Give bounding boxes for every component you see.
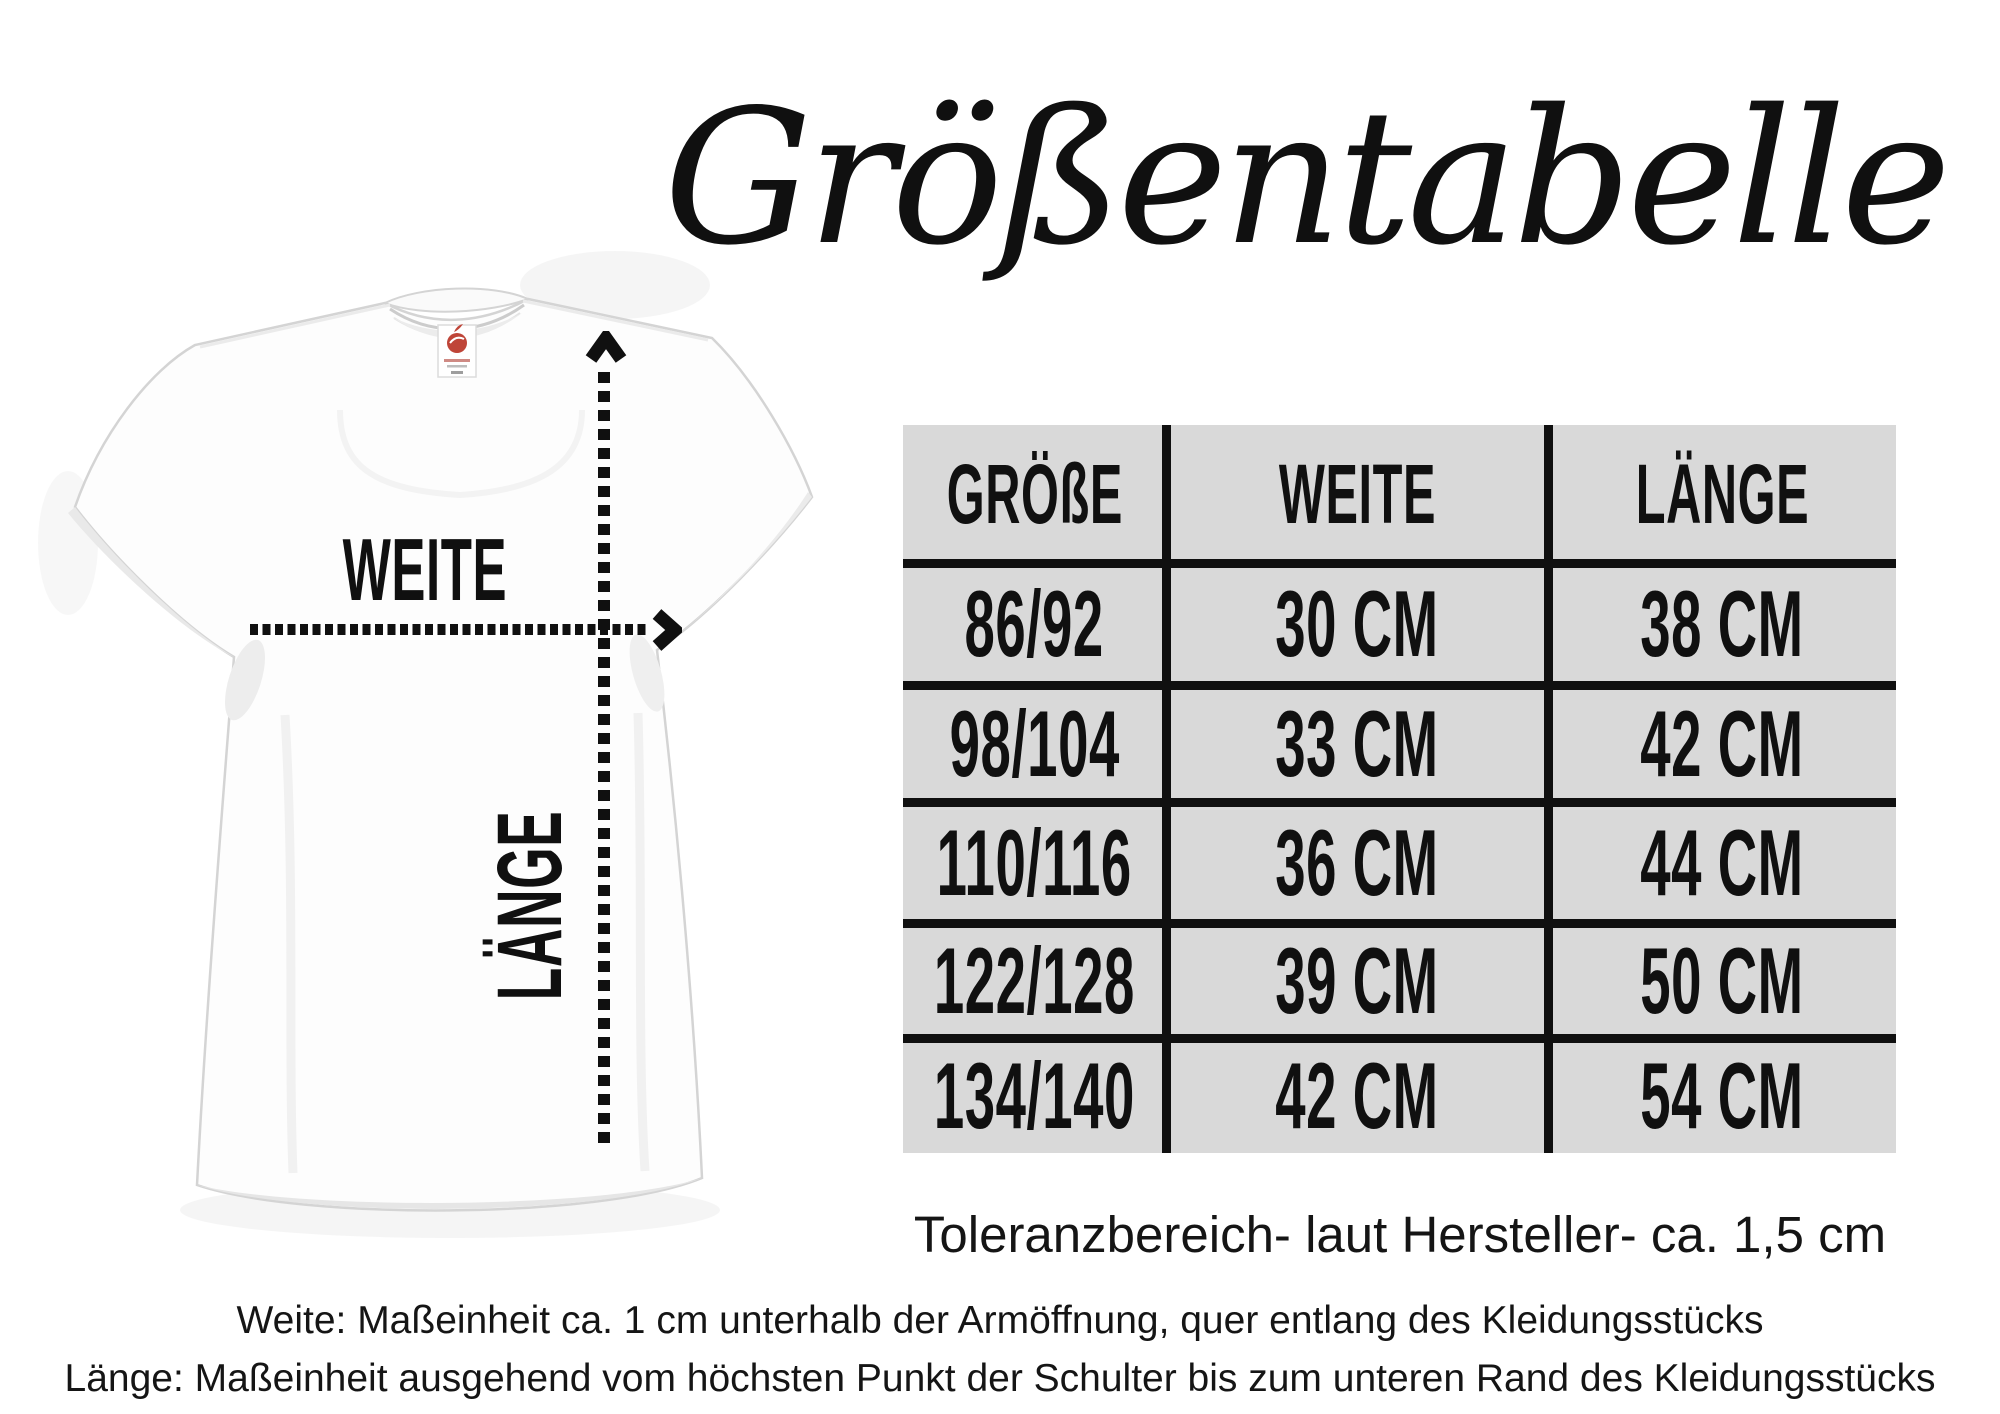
label-text-line bbox=[444, 359, 470, 362]
laenge-note: Länge: Maßeinheit ausgehend vom höchsten… bbox=[64, 1357, 1936, 1400]
table-cell-length: 50 CM bbox=[1640, 927, 1804, 1033]
table-cell-length: 44 CM bbox=[1640, 809, 1804, 915]
width-measure-line bbox=[250, 624, 650, 635]
fabric-fold bbox=[633, 712, 650, 1172]
table-cell-length: 54 CM bbox=[1640, 1042, 1804, 1148]
brand-logo-icon bbox=[449, 336, 465, 344]
width-label: WEITE bbox=[325, 520, 525, 619]
table-row-divider bbox=[903, 798, 1896, 807]
measurement-notes: Weite: Maßeinheit ca. 1 cm unterhalb der… bbox=[0, 1292, 2000, 1408]
weite-note: Weite: Maßeinheit ca. 1 cm unterhalb der… bbox=[236, 1299, 1764, 1342]
table-cell-size: 110/116 bbox=[936, 809, 1133, 915]
collar bbox=[382, 287, 531, 313]
armpit-shadow bbox=[224, 639, 266, 721]
table-cell-size: 86/92 bbox=[964, 571, 1105, 676]
table-cell-width: 33 CM bbox=[1275, 690, 1439, 796]
table-cell-width: 42 CM bbox=[1275, 1042, 1439, 1148]
length-measure-line bbox=[598, 372, 610, 1145]
table-cell-width: 39 CM bbox=[1275, 927, 1439, 1033]
hem-shadow bbox=[197, 1178, 702, 1209]
table-column-divider bbox=[1162, 425, 1171, 1153]
width-label-text: WEITE bbox=[342, 520, 508, 619]
table-column-divider bbox=[1544, 425, 1553, 1153]
sleeve-shadow bbox=[68, 507, 234, 657]
label-text-line bbox=[447, 365, 467, 368]
col-header-laenge: LÄNGE bbox=[1635, 446, 1809, 541]
table-row-divider bbox=[903, 919, 1896, 928]
shoulder-seam bbox=[522, 299, 709, 342]
tolerance-note: Toleranzbereich- laut Hersteller- ca. 1,… bbox=[913, 1205, 1887, 1263]
table-row-divider bbox=[903, 559, 1896, 568]
length-label: LÄNGE bbox=[478, 776, 581, 1036]
page-title: Größentabelle bbox=[663, 68, 1951, 286]
fabric-fold bbox=[280, 714, 298, 1174]
shirt-body bbox=[73, 297, 814, 1212]
up-arrow-icon bbox=[585, 331, 627, 363]
table-row-divider bbox=[903, 681, 1896, 690]
armpit-shadow bbox=[629, 634, 665, 712]
table-cell-size: 122/128 bbox=[933, 927, 1136, 1033]
col-header-weite: WEITE bbox=[1278, 446, 1436, 541]
table-row-divider bbox=[903, 1034, 1896, 1043]
table-cell-size: 134/140 bbox=[933, 1042, 1136, 1148]
table-cell-width: 36 CM bbox=[1275, 809, 1439, 915]
table-cell-width: 30 CM bbox=[1275, 571, 1439, 676]
length-label-text: LÄNGE bbox=[478, 811, 581, 1001]
tshirt-image bbox=[40, 251, 840, 1238]
size-table: GRÖßE WEITE LÄNGE 86/92 30 CM 38 CM 98/1… bbox=[903, 425, 1896, 1153]
tshirt-illustration bbox=[68, 251, 814, 1238]
table-cell-size: 98/104 bbox=[949, 690, 1120, 796]
label-text-line bbox=[451, 371, 463, 374]
table-cell-length: 38 CM bbox=[1640, 571, 1804, 676]
right-arrow-icon bbox=[652, 609, 682, 651]
brand-logo-icon bbox=[454, 324, 463, 332]
collar-shadow bbox=[392, 313, 522, 339]
collar-label bbox=[437, 324, 477, 378]
shoulder-seam bbox=[199, 303, 391, 349]
col-header-groesse: GRÖßE bbox=[946, 446, 1123, 541]
fabric-fold bbox=[337, 409, 585, 499]
background-shadow bbox=[520, 251, 710, 319]
table-cell-length: 42 CM bbox=[1640, 690, 1804, 796]
